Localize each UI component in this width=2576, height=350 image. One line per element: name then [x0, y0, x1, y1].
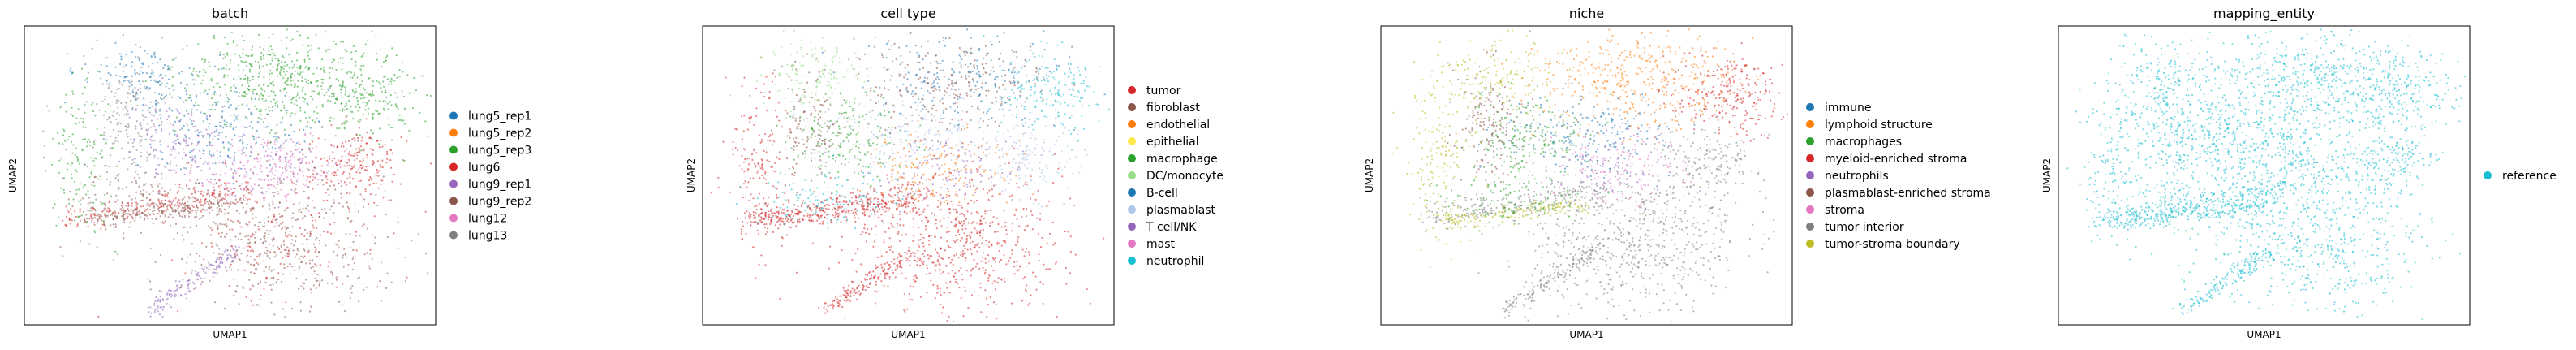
legend-entry: lung12 — [468, 213, 507, 226]
legend-entry: lung9_rep1 — [468, 179, 531, 192]
legend-entry: reference — [2502, 170, 2557, 183]
y-axis-label: UMAP2 — [1364, 158, 1375, 192]
legend-entry: myeloid-enriched stroma — [1825, 153, 1967, 166]
plot-frame — [1380, 25, 1793, 326]
legend-entry: lung5_rep1 — [468, 110, 531, 123]
legend: lung5_rep1 lung5_rep2 lung5_rep3 lung6 lung9… — [449, 110, 531, 243]
legend-marker — [449, 179, 458, 188]
legend-entry: lung13 — [468, 230, 507, 243]
legend-marker — [449, 197, 458, 205]
legend-entry: lymphoid structure — [1825, 119, 1933, 132]
legend-entry: T cell/NK — [1146, 221, 1197, 234]
chart-panel-4: mapping_entity UMAP1 UMAP2 reference — [2041, 6, 2557, 340]
legend: tumor fibroblast endothelial epithelial macr… — [1128, 84, 1223, 268]
scatter-points — [42, 28, 432, 318]
legend-marker — [1128, 240, 1136, 248]
legend-marker — [1128, 154, 1136, 162]
x-axis-label: UMAP1 — [891, 329, 925, 340]
legend-entry: B-cell — [1146, 187, 1178, 200]
legend: reference — [2484, 170, 2557, 183]
plot-frame — [24, 25, 437, 326]
legend-marker — [1806, 223, 1814, 231]
legend-entry: fibroblast — [1146, 102, 1200, 115]
scatter-points — [1391, 28, 1788, 323]
x-axis-label: UMAP1 — [1569, 329, 1603, 340]
legend-entry: neutrophils — [1825, 170, 1889, 183]
legend-entry: epithelial — [1146, 136, 1199, 149]
legend-marker — [1806, 240, 1814, 248]
legend-marker — [1128, 205, 1136, 214]
legend-marker — [1806, 154, 1814, 162]
legend-marker — [1128, 223, 1136, 231]
legend-entry: lung5_rep2 — [468, 127, 531, 140]
legend-entry: neutrophil — [1146, 255, 1204, 268]
legend-marker — [449, 214, 458, 223]
legend-marker — [449, 111, 458, 120]
legend-entry: macrophage — [1146, 153, 1218, 166]
legend-entry: plasmablast-enriched stroma — [1825, 187, 1991, 200]
legend-marker — [1806, 205, 1814, 214]
y-axis-label: UMAP2 — [686, 158, 697, 192]
y-axis-label: UMAP2 — [2041, 158, 2053, 192]
chart-title: mapping_entity — [2213, 6, 2315, 22]
plot-frame — [2058, 25, 2471, 326]
legend-entry: macrophages — [1825, 136, 1902, 149]
legend-marker — [1128, 188, 1136, 197]
legend-marker — [2484, 171, 2492, 179]
legend-marker — [1128, 171, 1136, 179]
legend-entry: lung9_rep2 — [468, 196, 531, 209]
chart-title: niche — [1569, 6, 1604, 21]
chart-panel-2: cell type UMAP1 UMAP2 tumor fibroblast endoth… — [686, 6, 1223, 340]
legend-marker — [1128, 120, 1136, 128]
legend-entry: endothelial — [1146, 119, 1210, 132]
legend-marker — [1806, 171, 1814, 179]
legend-marker — [449, 145, 458, 154]
legend-marker — [449, 162, 458, 171]
plot-frame — [702, 25, 1115, 326]
scatter-points — [710, 28, 1110, 323]
legend-entry: tumor-stroma boundary — [1825, 238, 1960, 251]
chart-panel-3: niche UMAP1 UMAP2 immune lymphoid structure m… — [1364, 6, 1991, 340]
legend-entry: mast — [1146, 238, 1176, 251]
legend-marker — [1128, 103, 1136, 111]
y-axis-label: UMAP2 — [7, 158, 19, 192]
legend-marker — [1128, 257, 1136, 265]
legend-entry: immune — [1825, 102, 1872, 115]
legend-marker — [1806, 137, 1814, 145]
legend-entry: plasmablast — [1146, 204, 1216, 217]
legend-entry: lung6 — [468, 162, 501, 175]
legend-marker — [1128, 86, 1136, 94]
x-axis-label: UMAP1 — [2247, 329, 2281, 340]
legend-entry: lung5_rep3 — [468, 145, 531, 158]
legend-entry: tumor interior — [1825, 221, 1904, 234]
chart-panel-1: batchUMAP1UMAP2lung5_rep1lung5_rep2lung5… — [7, 6, 531, 340]
x-axis-label: UMAP1 — [213, 329, 247, 340]
legend-entry: tumor — [1146, 84, 1181, 97]
legend-entry: stroma — [1825, 204, 1864, 217]
legend-entry: DC/monocyte — [1146, 170, 1223, 183]
legend-marker — [1128, 137, 1136, 145]
scatter-points — [2066, 28, 2466, 321]
legend: immune lymphoid structure macrophages myelo… — [1806, 102, 1991, 251]
legend-marker — [1806, 188, 1814, 197]
legend-marker — [1806, 103, 1814, 111]
legend-marker — [449, 231, 458, 240]
legend-marker — [1806, 120, 1814, 128]
chart-title: batch — [212, 6, 248, 21]
chart-title: cell type — [880, 6, 935, 21]
legend-marker — [449, 128, 458, 137]
